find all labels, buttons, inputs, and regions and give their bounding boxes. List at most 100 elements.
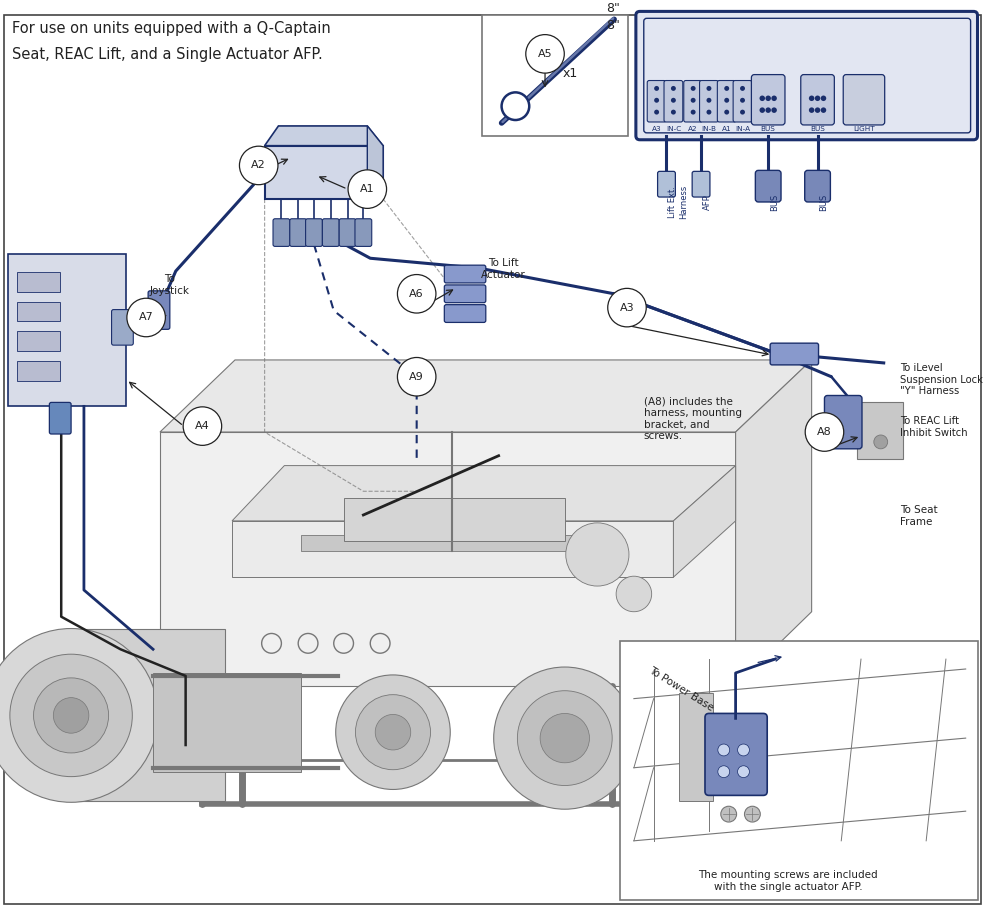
Circle shape (10, 654, 132, 776)
Text: IN-B: IN-B (701, 126, 716, 132)
FancyBboxPatch shape (805, 170, 830, 202)
Circle shape (706, 109, 711, 115)
FancyBboxPatch shape (444, 285, 486, 302)
Circle shape (706, 97, 711, 103)
Circle shape (809, 96, 814, 101)
Circle shape (616, 576, 652, 611)
Circle shape (759, 107, 765, 113)
FancyBboxPatch shape (755, 170, 781, 202)
Circle shape (494, 667, 636, 809)
FancyBboxPatch shape (700, 80, 718, 122)
FancyBboxPatch shape (620, 641, 978, 900)
Text: To REAC Lift
Inhibit Switch: To REAC Lift Inhibit Switch (900, 416, 968, 438)
Text: 8": 8" (606, 19, 620, 32)
Text: For use on units equipped with a Q-Captain: For use on units equipped with a Q-Capta… (12, 21, 331, 36)
Text: 8": 8" (606, 2, 620, 15)
FancyBboxPatch shape (49, 403, 71, 434)
Text: A2: A2 (251, 160, 266, 170)
Text: To Seat
Frame: To Seat Frame (900, 505, 938, 527)
FancyBboxPatch shape (482, 15, 628, 136)
Circle shape (724, 109, 729, 115)
Text: Lift Ext.
Harness: Lift Ext. Harness (668, 185, 688, 219)
Circle shape (397, 357, 436, 396)
Circle shape (821, 107, 826, 113)
Circle shape (805, 413, 844, 451)
Text: A6: A6 (409, 289, 424, 299)
Circle shape (738, 744, 749, 756)
Polygon shape (153, 673, 301, 772)
Polygon shape (673, 466, 736, 578)
Circle shape (724, 86, 729, 91)
Text: To Power Base: To Power Base (647, 665, 715, 712)
Polygon shape (301, 535, 604, 550)
Circle shape (671, 109, 676, 115)
Circle shape (375, 714, 411, 750)
Circle shape (0, 629, 158, 803)
Circle shape (744, 806, 760, 822)
Polygon shape (160, 360, 812, 432)
Circle shape (691, 86, 696, 91)
Circle shape (765, 96, 771, 101)
Text: A1: A1 (722, 126, 732, 132)
FancyBboxPatch shape (717, 80, 736, 122)
FancyBboxPatch shape (647, 80, 666, 122)
FancyBboxPatch shape (801, 75, 834, 125)
FancyBboxPatch shape (733, 80, 752, 122)
FancyBboxPatch shape (306, 219, 322, 246)
Polygon shape (367, 126, 383, 199)
FancyBboxPatch shape (17, 361, 60, 381)
Circle shape (654, 97, 659, 103)
Circle shape (815, 107, 820, 113)
Text: x1: x1 (563, 67, 578, 79)
Polygon shape (8, 254, 126, 406)
Circle shape (718, 766, 730, 778)
Text: A9: A9 (409, 372, 424, 382)
Text: A3: A3 (652, 126, 661, 132)
FancyBboxPatch shape (751, 75, 785, 125)
Circle shape (566, 523, 629, 586)
Circle shape (540, 713, 589, 763)
Text: A2: A2 (688, 126, 698, 132)
Polygon shape (679, 692, 713, 802)
Circle shape (874, 435, 888, 449)
Circle shape (740, 86, 745, 91)
Polygon shape (344, 498, 565, 540)
FancyBboxPatch shape (444, 265, 486, 283)
Circle shape (718, 744, 730, 756)
FancyBboxPatch shape (692, 171, 710, 197)
Text: To iLevel
Suspension Lock
"Y" Harness: To iLevel Suspension Lock "Y" Harness (900, 363, 983, 396)
Polygon shape (265, 126, 383, 146)
Circle shape (721, 806, 737, 822)
Circle shape (397, 274, 436, 313)
Circle shape (336, 675, 450, 790)
FancyBboxPatch shape (684, 80, 703, 122)
Circle shape (348, 169, 387, 209)
Circle shape (239, 146, 278, 185)
Circle shape (691, 97, 696, 103)
Text: A4: A4 (195, 421, 210, 431)
Text: LIGHT: LIGHT (853, 126, 875, 132)
FancyBboxPatch shape (705, 713, 767, 795)
Circle shape (821, 96, 826, 101)
Circle shape (183, 407, 222, 445)
Text: BUS: BUS (770, 193, 779, 210)
Text: A1: A1 (360, 184, 375, 194)
Text: IN-A: IN-A (735, 126, 750, 132)
Circle shape (809, 107, 814, 113)
FancyBboxPatch shape (644, 18, 971, 133)
Circle shape (654, 86, 659, 91)
Circle shape (815, 96, 820, 101)
FancyBboxPatch shape (636, 12, 978, 139)
Circle shape (34, 678, 109, 752)
Circle shape (654, 109, 659, 115)
Text: A7: A7 (139, 312, 154, 322)
FancyBboxPatch shape (658, 171, 675, 197)
Polygon shape (232, 466, 736, 521)
Polygon shape (857, 403, 903, 459)
Text: IN-C: IN-C (666, 126, 681, 132)
Circle shape (53, 698, 89, 733)
Circle shape (671, 97, 676, 103)
Text: A5: A5 (538, 49, 552, 59)
Circle shape (771, 107, 777, 113)
Text: A8: A8 (817, 427, 832, 437)
